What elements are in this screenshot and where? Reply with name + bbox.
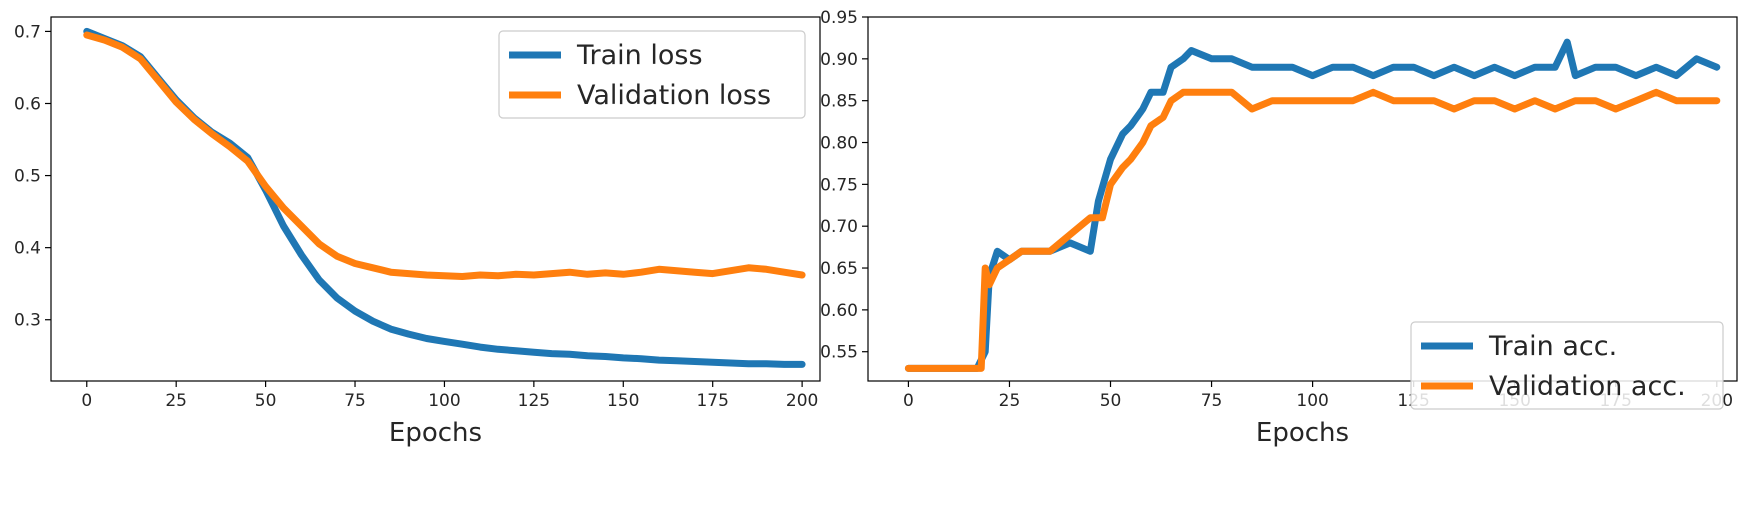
series-line-validation-acc [904, 88, 1721, 372]
y-tick-label: 0.60 [820, 301, 858, 321]
x-tick-label: 125 [518, 391, 550, 411]
legend: Train acc. Validation acc. [1410, 321, 1724, 410]
x-tick-label: 25 [165, 391, 187, 411]
y-tick-label: 0.65 [820, 259, 858, 279]
legend-entry-label: Validation acc. [1489, 371, 1686, 402]
y-tick-label: 0.7 [14, 22, 41, 42]
x-tick-label: 25 [999, 391, 1021, 411]
y-tick-label: 0.80 [820, 134, 858, 154]
x-tick-label: 75 [1201, 391, 1223, 411]
y-tick-label: 0.4 [14, 239, 41, 259]
x-tick-label: 75 [344, 391, 366, 411]
y-tick-label: 0.90 [820, 50, 858, 70]
plot-frame [50, 16, 821, 382]
x-axis-label: Epochs [1256, 418, 1349, 448]
x-tick-label: 200 [786, 391, 818, 411]
series-line-validation-loss [83, 31, 806, 280]
x-tick-label: 50 [255, 391, 277, 411]
y-tick-label: 0.6 [14, 94, 41, 114]
y-tick-label: 0.55 [820, 343, 858, 363]
x-tick-label: 50 [1100, 391, 1122, 411]
loss-panel: 0 25 50 75 100 125 150 175 200 0.3 0.4 0.5 0.6 0.7 Epo… [14, 16, 821, 448]
x-tick-label: 0 [903, 391, 914, 411]
legend-entry-label: Train loss [576, 40, 703, 71]
x-tick-label: 175 [696, 391, 728, 411]
y-tick-label: 0.85 [820, 92, 858, 112]
accuracy-panel: 02550751001251501752000.550.600.650.700.… [820, 8, 1738, 448]
x-tick-label: 0 [81, 391, 92, 411]
y-tick-label: 0.75 [820, 175, 858, 195]
x-tick-label: 100 [428, 391, 460, 411]
y-tick-label: 0.70 [820, 217, 858, 237]
legend: Train loss Validation loss [498, 30, 806, 119]
legend-entry-label: Validation loss [577, 80, 771, 111]
y-tick-label: 0.5 [14, 167, 41, 187]
legend-entry-label: Train acc. [1488, 331, 1617, 362]
x-axis-label: Epochs [389, 418, 482, 448]
plot-frame [867, 16, 1738, 382]
x-tick-label: 100 [1296, 391, 1328, 411]
y-tick-label: 0.95 [820, 8, 858, 28]
legend-box [498, 30, 806, 119]
series-line-train-acc [904, 38, 1721, 372]
x-tick-label: 150 [607, 391, 639, 411]
legend-box [1410, 321, 1724, 410]
y-tick-label: 0.3 [14, 311, 41, 331]
